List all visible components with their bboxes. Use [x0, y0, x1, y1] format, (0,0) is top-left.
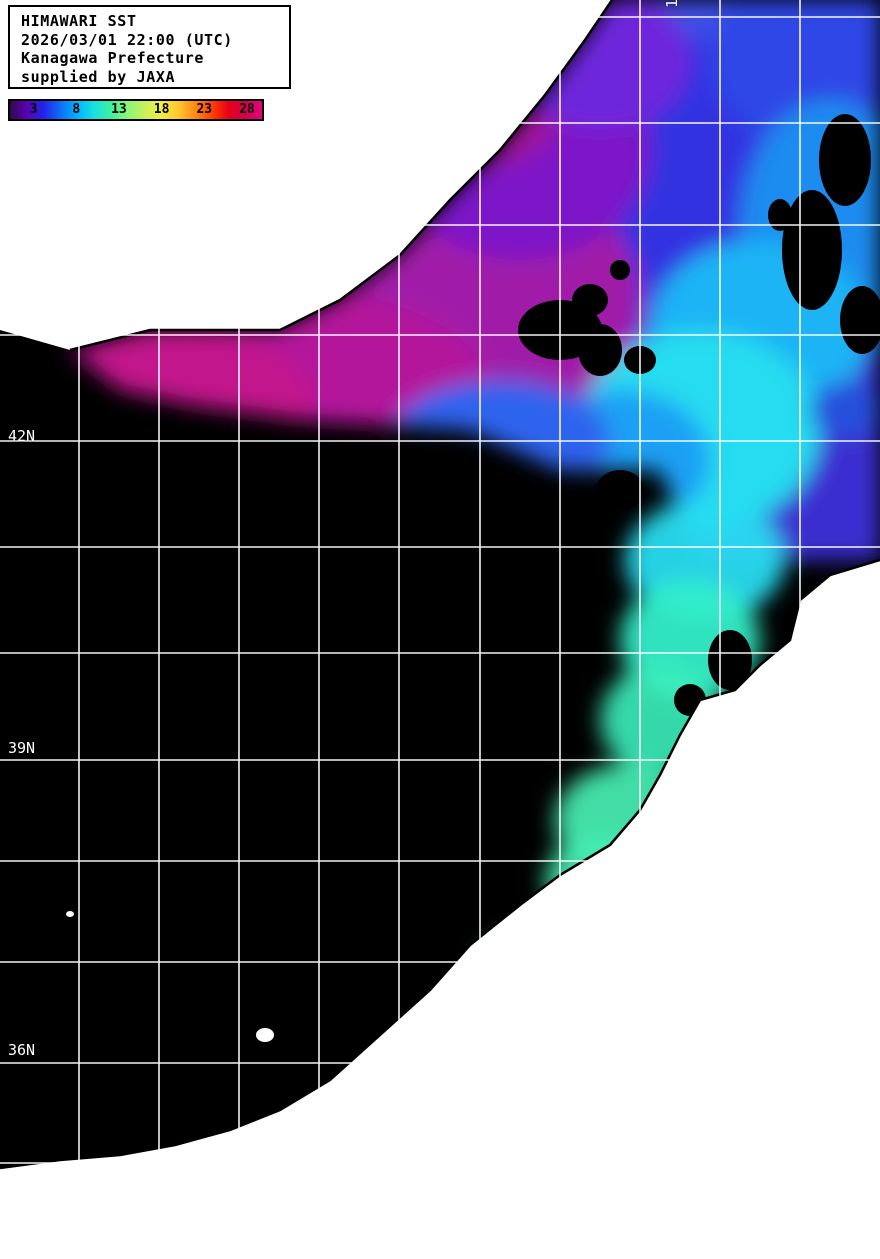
- lat-label-39n: 39N: [8, 739, 36, 757]
- colorbar-tick-13: 13: [111, 102, 127, 117]
- colorbar-tick-8: 8: [72, 102, 81, 117]
- product-region: Kanagawa Prefecture: [21, 49, 204, 67]
- colorbar-tick-23: 23: [196, 102, 213, 117]
- sst-colorbar: 3 8 13 18 23 28: [8, 99, 264, 121]
- colorbar-frame: [8, 99, 264, 121]
- product-title: HIMAWARI SST: [21, 12, 137, 30]
- product-timestamp: 2026/03/01 22:00 (UTC): [21, 30, 233, 49]
- colorbar-tick-3: 3: [29, 102, 38, 117]
- colorbar-gradient: [10, 101, 262, 119]
- colorbar-tick-28: 28: [239, 102, 255, 117]
- product-info-panel: HIMAWARI SST 2026/03/01 22:00 (UTC) Kana…: [8, 5, 291, 89]
- product-credit: supplied by JAXA: [21, 67, 176, 86]
- colorbar-tick-18: 18: [153, 102, 170, 117]
- lon-label-138e: 138E: [663, 0, 681, 8]
- lat-label-36n: 36N: [8, 1041, 36, 1059]
- lat-label-42n: 42N: [8, 427, 36, 445]
